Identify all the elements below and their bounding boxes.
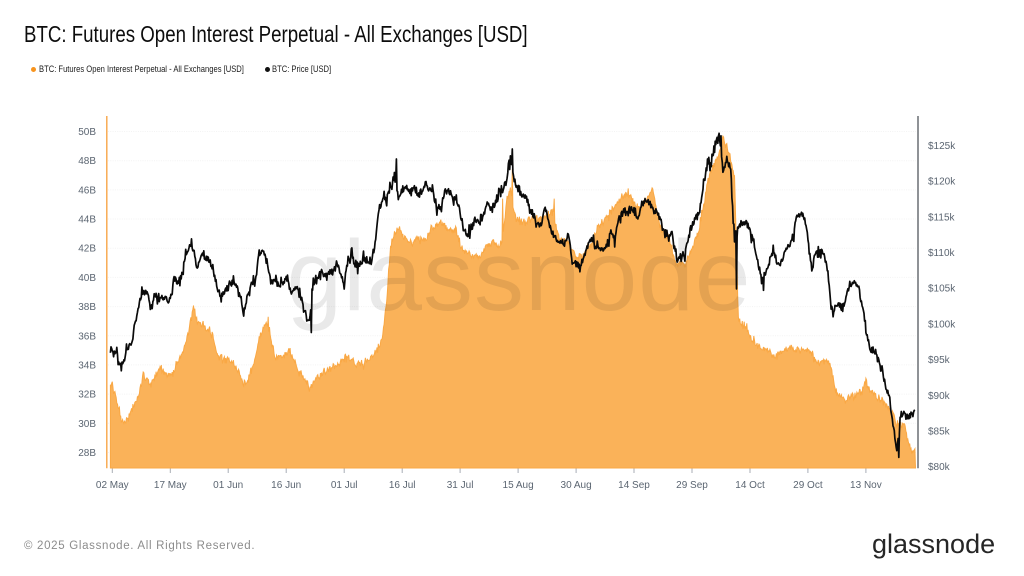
svg-text:01 Jun: 01 Jun — [213, 480, 243, 491]
svg-text:29 Oct: 29 Oct — [793, 480, 823, 491]
svg-text:46B: 46B — [78, 185, 96, 196]
svg-text:40B: 40B — [78, 273, 96, 284]
svg-text:02 May: 02 May — [96, 480, 129, 491]
svg-text:14 Sep: 14 Sep — [618, 480, 650, 491]
svg-text:48B: 48B — [78, 156, 96, 167]
svg-text:$100k: $100k — [928, 319, 956, 330]
svg-text:$85k: $85k — [928, 427, 951, 438]
svg-text:34B: 34B — [78, 360, 96, 371]
svg-text:36B: 36B — [78, 331, 96, 342]
svg-text:31 Jul: 31 Jul — [447, 480, 474, 491]
svg-text:32B: 32B — [78, 390, 96, 401]
svg-text:$90k: $90k — [928, 391, 951, 402]
svg-text:$105k: $105k — [928, 284, 956, 295]
svg-text:15 Aug: 15 Aug — [503, 480, 534, 491]
svg-text:13 Nov: 13 Nov — [850, 480, 882, 491]
svg-text:$120k: $120k — [928, 177, 956, 188]
svg-text:44B: 44B — [78, 215, 96, 226]
svg-text:16 Jul: 16 Jul — [389, 480, 416, 491]
svg-text:$115k: $115k — [928, 212, 956, 223]
svg-text:38B: 38B — [78, 302, 96, 313]
svg-text:50B: 50B — [78, 127, 96, 138]
svg-text:$110k: $110k — [928, 248, 956, 259]
svg-text:16 Jun: 16 Jun — [271, 480, 301, 491]
svg-text:glassnode: glassnode — [287, 220, 752, 332]
svg-text:28B: 28B — [78, 448, 96, 459]
svg-text:17 May: 17 May — [154, 480, 187, 491]
svg-text:$80k: $80k — [928, 462, 951, 473]
svg-text:30B: 30B — [78, 419, 96, 430]
svg-text:$125k: $125k — [928, 141, 956, 152]
svg-text:30 Aug: 30 Aug — [561, 480, 592, 491]
svg-text:29 Sep: 29 Sep — [676, 480, 708, 491]
svg-text:42B: 42B — [78, 244, 96, 255]
svg-text:14 Oct: 14 Oct — [735, 480, 765, 491]
svg-text:01 Jul: 01 Jul — [331, 480, 358, 491]
svg-text:$95k: $95k — [928, 355, 951, 366]
